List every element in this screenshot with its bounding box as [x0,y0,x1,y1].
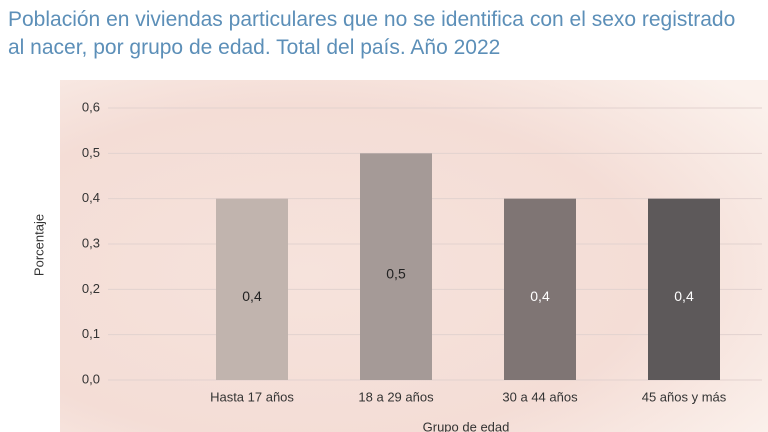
y-tick-label: 0,3 [82,235,100,250]
bar [216,198,288,380]
y-tick-label: 0,5 [82,145,100,160]
data-label: 0,4 [530,288,550,304]
x-tick-label: Hasta 17 años [210,389,294,404]
y-tick-label: 0,6 [82,99,100,114]
x-tick-label: 45 años y más [642,389,727,404]
data-label: 0,4 [242,288,262,304]
bar [360,153,432,380]
x-tick-label: 30 a 44 años [502,389,578,404]
bar [648,198,720,380]
bar [504,198,576,380]
y-tick-label: 0,4 [82,190,100,205]
y-tick-label: 0,0 [82,371,100,386]
x-axis-label: Grupo de edad [423,419,510,432]
data-label: 0,5 [386,265,406,281]
chart-title: Población en viviendas particulares que … [8,8,736,59]
data-label: 0,4 [674,288,694,304]
x-tick-label: 18 a 29 años [358,389,434,404]
y-tick-label: 0,2 [82,281,100,296]
y-axis-label: Porcentaje [31,214,46,276]
y-tick-label: 0,1 [82,326,100,341]
